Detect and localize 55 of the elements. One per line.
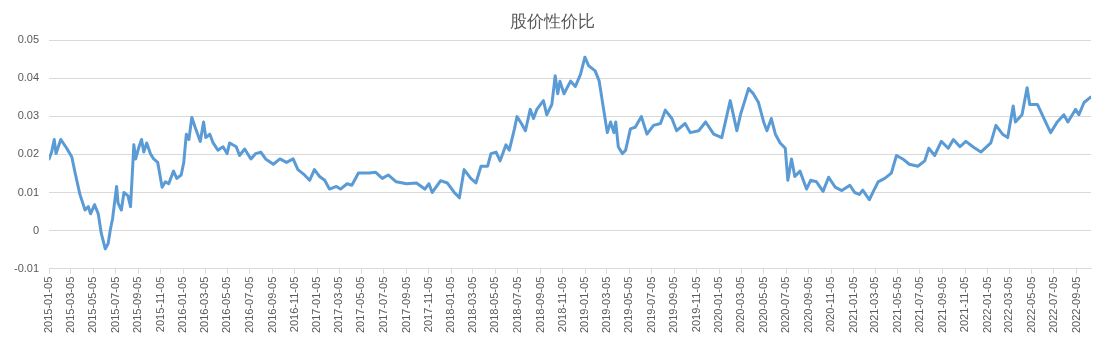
x-tick-label: 2018-11-05	[555, 276, 568, 333]
x-tick-label: 2019-05-05	[622, 276, 635, 334]
y-tick-label: 0.02	[17, 147, 40, 160]
x-tick-label: 2022-03-05	[1002, 276, 1015, 334]
x-tick-label: 2018-01-05	[444, 276, 457, 334]
y-tick-label: 0.01	[17, 185, 40, 198]
x-tick-label: 2015-01-05	[42, 276, 55, 334]
x-tick-label: 2019-03-05	[599, 276, 612, 334]
x-tick-label: 2022-01-05	[980, 276, 993, 334]
x-tick-label: 2016-11-05	[288, 276, 300, 333]
x-tick-label: 2017-11-05	[421, 276, 434, 333]
x-tick-label: 2020-07-05	[779, 276, 792, 334]
x-tick-label: 2020-03-05	[734, 276, 747, 334]
x-tick-label: 2017-07-05	[376, 276, 389, 334]
x-tick-label: 2019-11-05	[689, 276, 702, 333]
x-tick-label: 2015-05-05	[86, 276, 99, 334]
x-tick-label: 2017-05-05	[354, 276, 367, 334]
x-tick-label: 2017-03-05	[332, 276, 345, 334]
x-tick-label: 2015-11-05	[153, 276, 166, 333]
y-tick-label: 0	[32, 223, 40, 236]
x-tick-label: 2018-09-05	[533, 276, 546, 334]
x-tick-label: 2021-11-05	[958, 276, 971, 333]
x-tick-label: 2016-03-05	[198, 276, 211, 334]
x-tick-label: 2020-11-05	[824, 276, 837, 333]
x-tick-label: 2021-07-05	[913, 276, 926, 334]
x-tick-label: 2019-09-05	[667, 276, 680, 334]
x-tick-label: 2018-07-05	[510, 276, 523, 334]
x-tick-label: 2018-05-05	[488, 276, 501, 334]
x-tick-label: 2016-01-05	[176, 276, 189, 334]
x-tick-label: 2020-01-05	[712, 276, 725, 334]
x-tick-label: 2019-07-05	[644, 276, 657, 334]
x-tick-label: 2018-03-05	[465, 276, 478, 334]
x-tick-label: 2015-09-05	[131, 276, 144, 334]
x-tick-label: 2021-03-05	[868, 276, 881, 334]
x-tick-label: 2022-09-05	[1069, 276, 1082, 334]
x-tick-label: 2021-09-05	[935, 276, 948, 334]
x-tick-label: 2016-07-05	[242, 276, 255, 334]
x-tick-label: 2015-03-05	[63, 276, 76, 334]
x-tick-label: 2015-07-05	[108, 276, 121, 334]
y-tick-label: 0.05	[17, 33, 40, 46]
chart-title: 股价性价比	[509, 11, 596, 33]
y-tick-label: 0.04	[17, 71, 40, 84]
x-tick-label: 2017-01-05	[310, 276, 323, 334]
x-tick-label: 2019-01-05	[578, 276, 591, 334]
x-tick-label: 2017-09-05	[399, 276, 412, 334]
x-tick-label: 2016-09-05	[265, 276, 278, 334]
x-tick-label: 2016-05-05	[220, 276, 233, 334]
x-tick-label: 2022-05-05	[1024, 276, 1037, 334]
x-tick-label: 2022-07-05	[1046, 276, 1059, 334]
y-tick-label: -0.01	[13, 261, 40, 274]
x-tick-label: 2020-05-05	[756, 276, 769, 334]
x-tick-label: 2021-01-05	[846, 276, 859, 334]
y-tick-label: 0.03	[17, 109, 40, 122]
x-tick-label: 2021-05-05	[890, 276, 903, 334]
x-tick-label: 2020-09-05	[801, 276, 814, 334]
